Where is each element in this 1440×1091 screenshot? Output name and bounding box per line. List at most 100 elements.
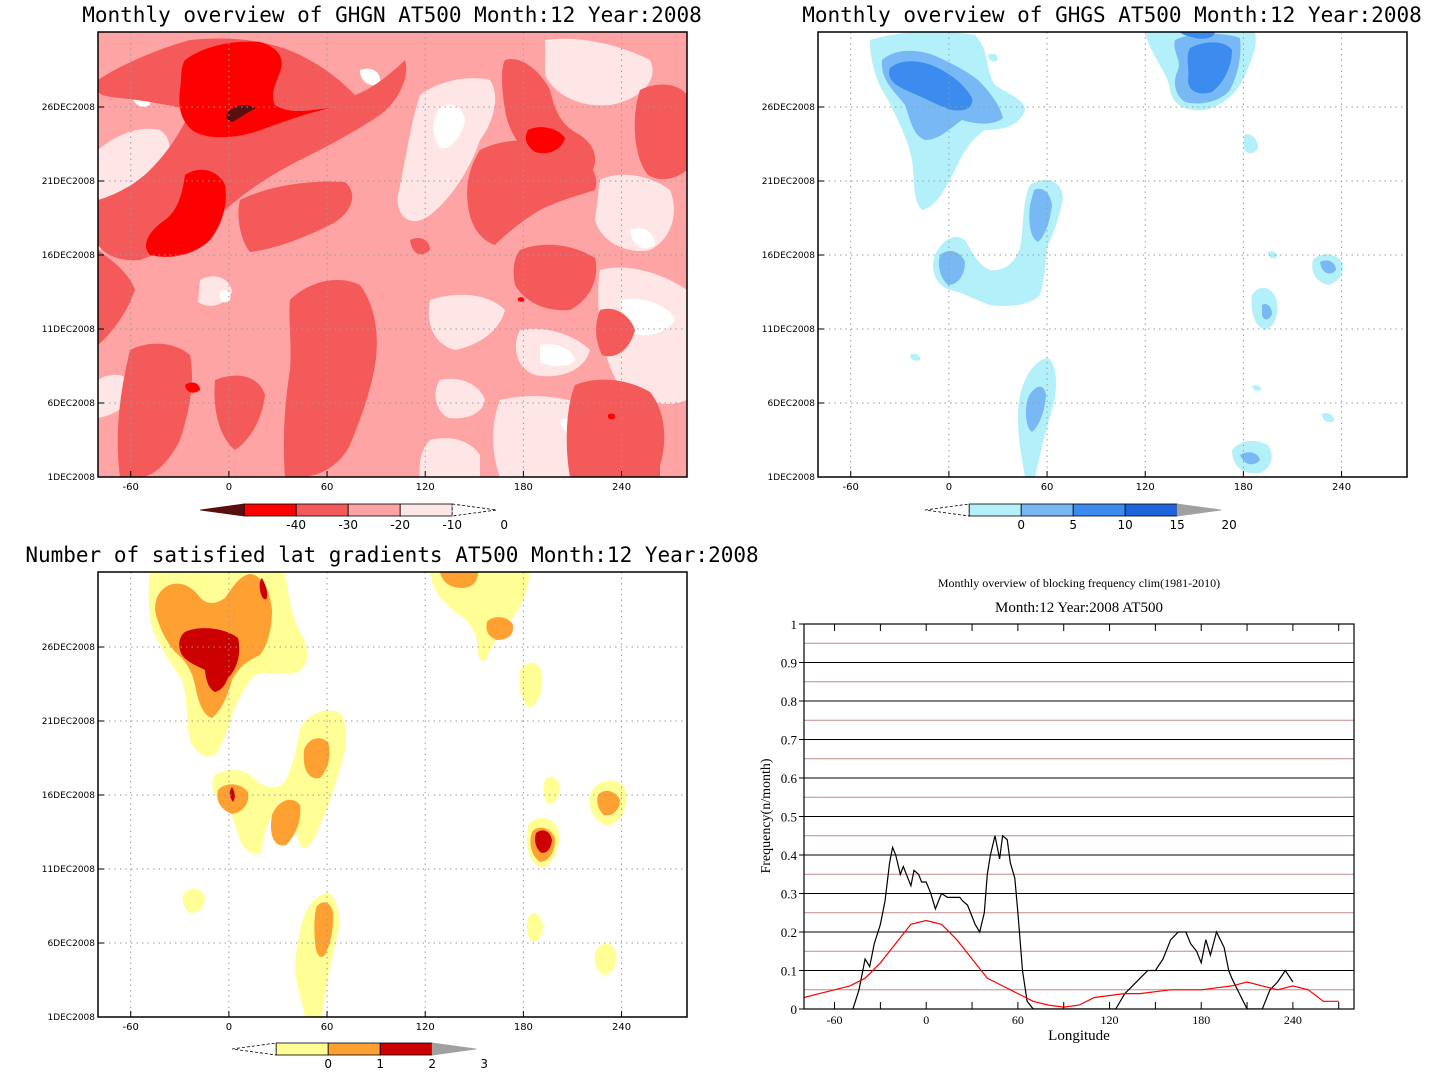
ghgs-colorbar-segment	[968, 503, 1022, 517]
ghgn-y-tick-label: 6DEC2008	[47, 399, 95, 409]
chart-title-ghgs: Monthly overview of GHGS AT500 Month:12 …	[802, 3, 1422, 27]
ghgs-colorbar-segment	[1020, 503, 1074, 517]
latgrad-colorbar-left-arrow	[231, 1042, 277, 1056]
ghgn-y-tick-label: 1DEC2008	[47, 473, 95, 483]
ghgn-x-tick-label: 180	[514, 482, 533, 493]
ghgn-colorbar-left-arrow	[199, 503, 245, 517]
panel-blocking-frequency: Monthly overview of blocking frequency c…	[759, 576, 1355, 1044]
ghgs-contour-field	[818, 32, 1407, 477]
blocking-chart-subtitle: Month:12 Year:2008 AT500	[995, 600, 1163, 616]
ghgs-y-tick-label: 11DEC2008	[762, 325, 816, 335]
ghgs-y-tick-label: 1DEC2008	[767, 473, 815, 483]
blocking-y-axis-label: Frequency(n/month)	[759, 758, 774, 873]
blocking-series-area	[804, 834, 1339, 1009]
blocking-x-tick-label: 60	[1012, 1013, 1024, 1027]
ghgn-colorbar-segment	[295, 503, 349, 517]
latgrad-y-tick-label: 16DEC2008	[42, 791, 96, 801]
latgrad-x-tick-label: 240	[612, 1022, 631, 1033]
ghgn-colorbar-tick-label: 0	[500, 518, 508, 532]
ghgn-contour-field	[98, 32, 687, 477]
latgrad-x-tick-label: 120	[416, 1022, 435, 1033]
chart-title-lat-gradients: Number of satisfied lat gradients AT500 …	[25, 543, 758, 567]
blocking-y-tick-label: 0	[791, 1002, 798, 1017]
latgrad-contour-field	[98, 572, 687, 1017]
ghgn-axis-ticks: -60 0 60 120 180 240 26DEC2008 21DEC2008 16DEC20…	[42, 103, 631, 493]
ghgn-colorbar-tick-label: -40	[286, 518, 306, 532]
blocking-y-tick-label: 0.4	[781, 848, 798, 863]
ghgs-x-tick-label: 60	[1041, 482, 1054, 493]
ghgs-colorbar-tick-label: 15	[1170, 518, 1185, 532]
blocking-gridlines	[804, 642, 1354, 991]
ghgs-x-tick-label: -60	[843, 482, 859, 493]
blocking-y-tick-label: 0.1	[781, 964, 797, 979]
ghgn-x-tick-label: -60	[123, 482, 139, 493]
panel-ghgs: Monthly overview of GHGS AT500 Month:12 …	[762, 3, 1422, 532]
ghgs-colorbar-tick-label: 20	[1222, 518, 1237, 532]
ghgs-y-tick-label: 26DEC2008	[762, 103, 816, 113]
ghgs-x-tick-label: 180	[1234, 482, 1253, 493]
ghgs-axis-ticks: -60 0 60 120 180 240 26DEC2008 21DEC2008 16DEC20…	[762, 103, 1351, 493]
ghgn-medium-regions	[98, 38, 687, 477]
blocking-x-tick-label: 240	[1284, 1013, 1302, 1027]
ghgs-x-tick-label: 0	[946, 482, 952, 493]
ghgn-colorbar-right-arrow	[451, 503, 497, 517]
chart-title-ghgn: Monthly overview of GHGN AT500 Month:12 …	[82, 3, 702, 27]
latgrad-colorbar: 0 1 2 3	[231, 1042, 488, 1071]
latgrad-y-tick-label: 26DEC2008	[42, 643, 96, 653]
latgrad-colorbar-tick-label: 1	[376, 1057, 384, 1071]
ghgs-colorbar-left-arrow	[924, 503, 970, 517]
blocking-y-tick-label: 0.9	[781, 656, 797, 671]
ghgn-colorbar-segment	[347, 503, 401, 517]
ghgn-colorbar-tick-label: -30	[338, 518, 358, 532]
latgrad-y-tick-label: 1DEC2008	[47, 1013, 95, 1023]
latgrad-colorbar-tick-label: 3	[480, 1057, 488, 1071]
latgrad-y-tick-label: 21DEC2008	[42, 717, 96, 727]
latgrad-colorbar-segment	[379, 1042, 433, 1056]
latgrad-x-tick-label: -60	[123, 1022, 139, 1033]
ghgn-colorbar-tick-label: -20	[390, 518, 410, 532]
ghgn-gridlines	[98, 32, 687, 477]
ghgs-colorbar-right-arrow	[1176, 503, 1222, 517]
blocking-x-tick-label: 180	[1192, 1013, 1210, 1027]
ghgn-colorbar-tick-label: -10	[442, 518, 462, 532]
ghgn-colorbar-segment	[243, 503, 297, 517]
blocking-series-black	[852, 834, 1294, 1009]
blocking-x-tick-label: -60	[827, 1013, 843, 1027]
latgrad-y-tick-label: 11DEC2008	[42, 865, 96, 875]
blocking-series-red	[804, 919, 1339, 1008]
panel-ghgn: Monthly overview of GHGN AT500 Month:12 …	[42, 3, 702, 532]
ghgn-darkest-regions	[226, 104, 256, 122]
latgrad-colorbar-segment	[275, 1042, 329, 1056]
ghgn-x-tick-label: 0	[226, 482, 232, 493]
ghgs-colorbar-tick-label: 10	[1118, 518, 1133, 532]
latgrad-gridlines	[98, 572, 687, 1017]
ghgs-colorbar-tick-label: 5	[1069, 518, 1077, 532]
ghgn-colorbar-segment	[399, 503, 453, 517]
blocking-chart-title: Monthly overview of blocking frequency c…	[938, 576, 1220, 590]
blocking-axis-ticks: 0 0.1 0.2 0.3 0.4 0.5 0.6 0.7 0.8 0.9 1 -60 0 60 120 18…	[781, 617, 1340, 1027]
ghgs-colorbar-segment	[1124, 503, 1178, 517]
latgrad-level3-regions	[179, 578, 552, 853]
ghgn-x-tick-label: 60	[321, 482, 334, 493]
latgrad-y-tick-label: 6DEC2008	[47, 939, 95, 949]
ghgn-x-tick-label: 240	[612, 482, 631, 493]
blocking-y-tick-label: 1	[791, 617, 798, 632]
ghgn-x-tick-label: 120	[416, 482, 435, 493]
ghgs-x-tick-label: 240	[1332, 482, 1351, 493]
latgrad-colorbar-right-arrow	[431, 1042, 477, 1056]
blocking-y-tick-label: 0.6	[781, 771, 798, 786]
latgrad-x-tick-label: 0	[226, 1022, 232, 1033]
blocking-x-tick-label: 120	[1101, 1013, 1119, 1027]
ghgs-gridlines	[818, 32, 1407, 477]
latgrad-x-tick-label: 60	[321, 1022, 334, 1033]
blocking-y-tick-label: 0.8	[781, 694, 797, 709]
latgrad-colorbar-segment	[327, 1042, 381, 1056]
panel-lat-gradients: Number of satisfied lat gradients AT500 …	[25, 543, 758, 1071]
ghgn-y-tick-label: 21DEC2008	[42, 177, 96, 187]
ghgn-colorbar: -40 -30 -20 -10 0	[199, 503, 508, 532]
ghgs-x-tick-label: 120	[1136, 482, 1155, 493]
blocking-y-tick-label: 0.7	[781, 733, 798, 748]
blocking-x-axis-label: Longitude	[1048, 1028, 1110, 1044]
ghgn-strong-regions	[145, 41, 616, 420]
